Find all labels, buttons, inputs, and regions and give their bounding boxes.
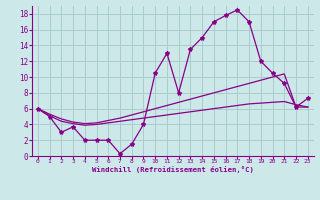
X-axis label: Windchill (Refroidissement éolien,°C): Windchill (Refroidissement éolien,°C) (92, 166, 254, 173)
